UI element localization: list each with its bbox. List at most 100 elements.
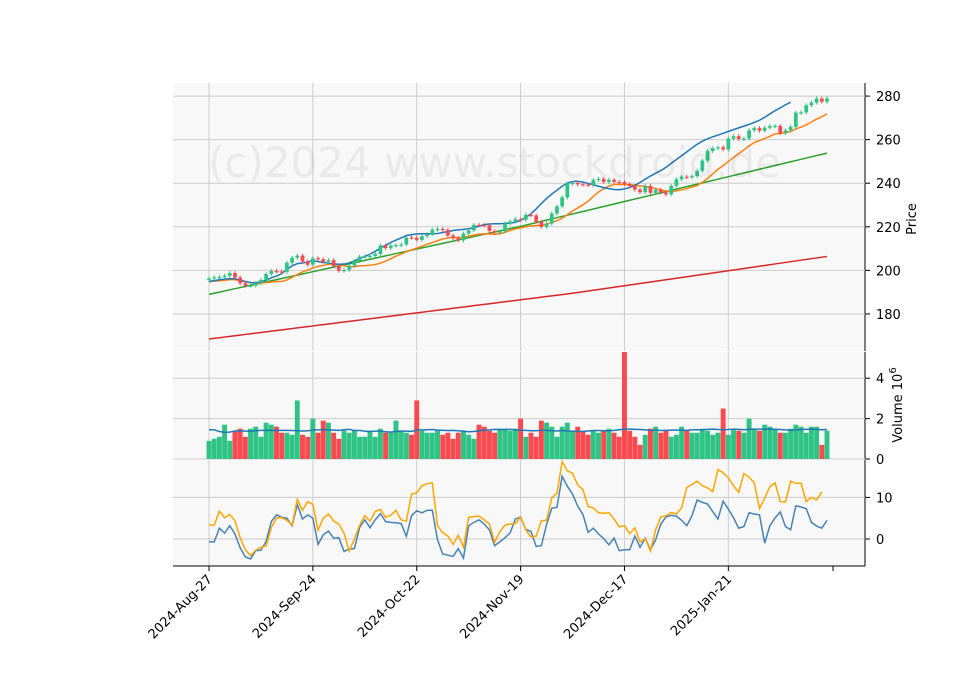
candle-body — [565, 183, 570, 198]
candle-body — [352, 261, 357, 266]
candle-body — [399, 244, 404, 246]
candle-body — [295, 255, 300, 258]
candle-body — [420, 236, 424, 240]
volume-bar — [538, 420, 544, 459]
volume-bar — [564, 422, 570, 459]
candle-body — [814, 98, 819, 103]
candle-body — [648, 185, 653, 193]
candle-body — [742, 138, 746, 140]
volume-bar — [741, 432, 747, 459]
candle-body — [207, 278, 211, 281]
volume-bar — [637, 444, 643, 459]
volume-bar — [258, 436, 264, 459]
candle-body — [601, 178, 606, 182]
volume-bar — [621, 352, 627, 459]
moving-average-slow-line — [208, 152, 828, 296]
volume-bar — [590, 430, 596, 459]
volume-bar — [440, 434, 446, 459]
volume-bar — [580, 430, 586, 459]
volume-bar — [289, 434, 295, 459]
candle-body — [477, 224, 481, 227]
candle-body — [233, 272, 237, 278]
candle-body — [446, 229, 450, 236]
volume-bar — [232, 430, 238, 459]
candle-body — [451, 235, 455, 239]
volume-bar — [398, 430, 404, 459]
volume-bar — [658, 432, 664, 459]
x-axis: 2024-Aug-27 2024-Sep-24 2024-Oct-22 2024-No… — [146, 565, 865, 642]
volume-bar — [684, 430, 690, 459]
candle-body — [217, 276, 222, 279]
x-tick-label: 2024-Aug-27 — [146, 572, 216, 642]
volume-bar — [357, 436, 363, 459]
volume-bar — [242, 436, 248, 459]
candle-body — [825, 98, 829, 102]
candle-body — [819, 98, 824, 102]
candle-body — [269, 271, 274, 275]
volume-bar — [455, 432, 461, 459]
volume-bar — [320, 420, 326, 459]
volume-bar — [725, 434, 731, 459]
volume-bar — [315, 432, 321, 459]
candle-body — [581, 184, 585, 186]
candle-body — [809, 102, 814, 106]
watermark-text: (c)2024 www.stockdroid.de — [208, 138, 781, 187]
volume-bar — [341, 430, 347, 459]
candle-body — [362, 256, 367, 258]
volume-bar — [777, 432, 783, 459]
candle-body — [222, 275, 227, 278]
candle-body — [768, 125, 772, 128]
volume-bar — [746, 418, 752, 459]
candle-body — [643, 185, 648, 193]
candle-body — [316, 258, 320, 260]
candle-body — [762, 127, 767, 131]
volume-bar — [372, 436, 378, 459]
volume-bar — [518, 418, 524, 459]
volume-panel: 0 2 4 — [173, 352, 884, 468]
candle-body — [596, 178, 601, 181]
volume-bar — [803, 432, 809, 459]
volume-bar — [450, 438, 456, 459]
y-tick-label: 260 — [876, 134, 901, 149]
candle-body — [716, 147, 720, 149]
candle-body — [383, 245, 388, 249]
candle-body — [321, 259, 326, 262]
candle-body — [461, 233, 466, 241]
candle-body — [778, 125, 783, 134]
candle-body — [342, 269, 346, 272]
volume-bar — [481, 426, 487, 459]
candle-body — [285, 262, 289, 272]
candle-body — [804, 105, 809, 113]
candle-body — [653, 189, 658, 193]
volume-bar — [596, 432, 601, 459]
candle-body — [539, 221, 544, 227]
candle-body — [253, 283, 258, 286]
volume-bar — [632, 436, 638, 459]
x-tick-label: 2025-Jan-21 — [668, 572, 735, 639]
candle-body — [394, 245, 398, 247]
volume-bar — [471, 438, 477, 459]
candle-body — [529, 214, 533, 217]
candle-body — [279, 271, 284, 273]
volume-bar — [377, 428, 383, 459]
volume-bar — [331, 432, 337, 459]
x-tick-label: 2024-Nov-19 — [457, 572, 527, 642]
volume-bar — [653, 426, 659, 459]
volume-bar — [227, 440, 233, 459]
volume-bar — [798, 426, 804, 459]
volume-bar — [616, 436, 622, 459]
candle-body — [799, 112, 803, 114]
volume-bar — [346, 432, 352, 459]
candle-body — [492, 230, 497, 233]
oscillator-slow-line — [208, 459, 823, 557]
candle-body — [674, 179, 679, 186]
volume-bar — [294, 400, 300, 459]
volume-bar — [222, 424, 228, 459]
volume-bar — [486, 430, 492, 459]
volume-bar — [788, 428, 794, 459]
volume-bar — [310, 418, 316, 459]
volume-bar — [206, 440, 212, 459]
volume-bar — [575, 426, 581, 459]
volume-bar — [720, 408, 726, 459]
